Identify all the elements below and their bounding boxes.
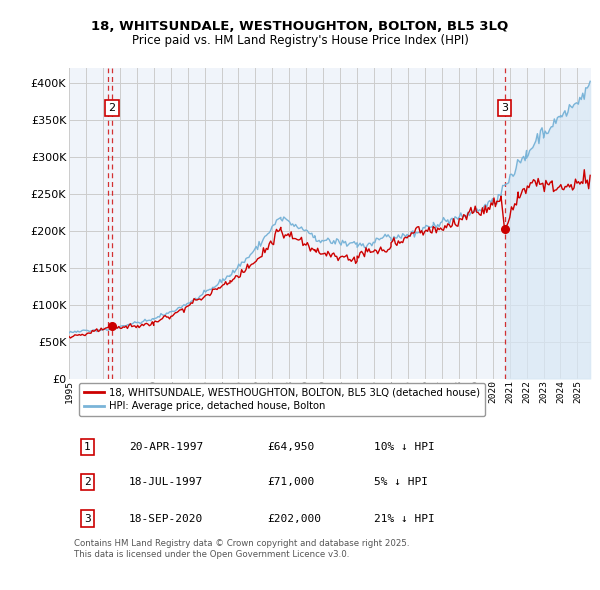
Text: 21% ↓ HPI: 21% ↓ HPI (374, 513, 435, 523)
Text: 2: 2 (109, 103, 116, 113)
Legend: 18, WHITSUNDALE, WESTHOUGHTON, BOLTON, BL5 3LQ (detached house), HPI: Average pr: 18, WHITSUNDALE, WESTHOUGHTON, BOLTON, B… (79, 382, 485, 416)
Text: 18-SEP-2020: 18-SEP-2020 (129, 513, 203, 523)
Text: 10% ↓ HPI: 10% ↓ HPI (374, 442, 435, 452)
Text: 18-JUL-1997: 18-JUL-1997 (129, 477, 203, 487)
Text: Price paid vs. HM Land Registry's House Price Index (HPI): Price paid vs. HM Land Registry's House … (131, 34, 469, 47)
Text: 18, WHITSUNDALE, WESTHOUGHTON, BOLTON, BL5 3LQ: 18, WHITSUNDALE, WESTHOUGHTON, BOLTON, B… (91, 20, 509, 33)
Text: £202,000: £202,000 (268, 513, 322, 523)
Text: 5% ↓ HPI: 5% ↓ HPI (374, 477, 428, 487)
Text: £71,000: £71,000 (268, 477, 314, 487)
Text: £64,950: £64,950 (268, 442, 314, 452)
Text: 3: 3 (84, 513, 91, 523)
Text: 3: 3 (501, 103, 508, 113)
Text: Contains HM Land Registry data © Crown copyright and database right 2025.
This d: Contains HM Land Registry data © Crown c… (74, 539, 410, 559)
Text: 1: 1 (84, 442, 91, 452)
Text: 2: 2 (84, 477, 91, 487)
Text: 20-APR-1997: 20-APR-1997 (129, 442, 203, 452)
